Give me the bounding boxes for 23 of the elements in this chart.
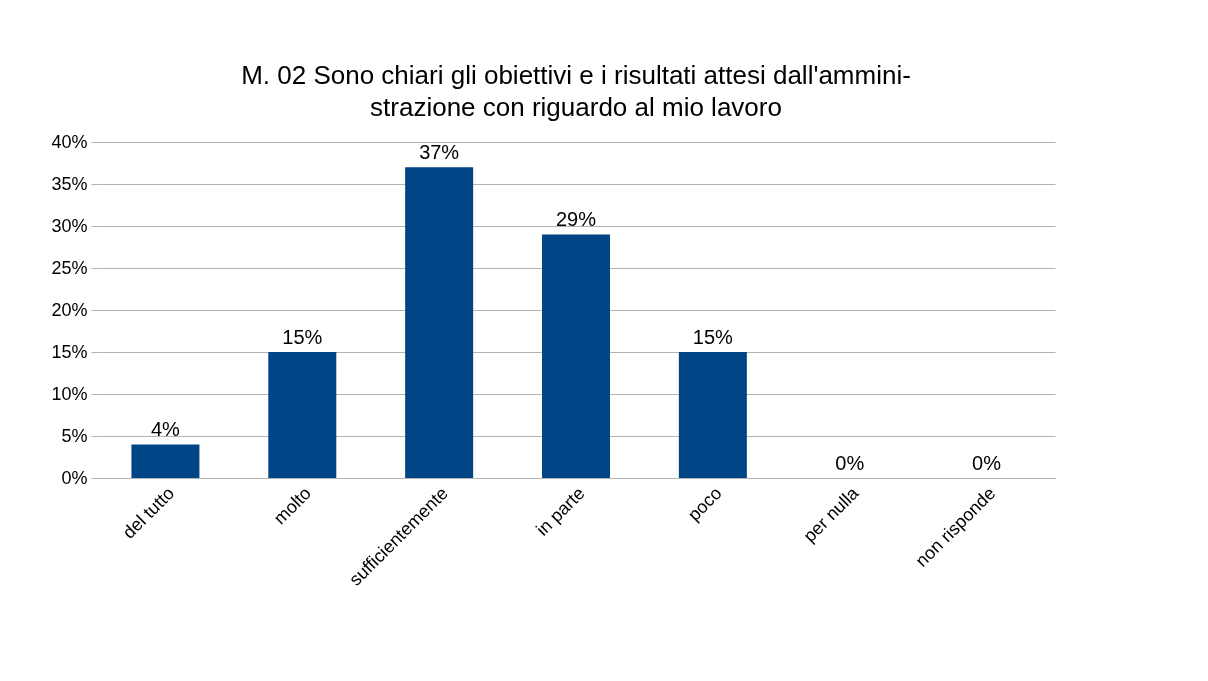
data-label: 0% <box>972 452 1002 474</box>
bar <box>678 352 747 478</box>
x-tick-label: del tutto <box>118 483 179 543</box>
bar <box>405 167 474 478</box>
y-tick-label: 30% <box>51 215 88 236</box>
data-label: 37% <box>419 141 460 164</box>
chart-title: M. 02 Sono chiari gli obiettivi e i risultati attesi dall'ammini- strazione con riguardo al mio lavoro <box>241 60 911 122</box>
y-tick-label: 20% <box>51 299 88 320</box>
bar <box>268 352 337 478</box>
y-tick-label: 0% <box>61 467 88 488</box>
data-label: 15% <box>282 326 323 348</box>
data-label: 15% <box>692 326 734 348</box>
y-tick-label: 10% <box>51 383 88 404</box>
data-label: 0% <box>835 452 865 474</box>
y-tick-label: 25% <box>51 257 88 278</box>
bar <box>131 444 200 478</box>
y-tick-label: 15% <box>51 341 88 362</box>
data-label: 4% <box>150 418 181 441</box>
y-tick-label: 40% <box>51 131 88 152</box>
bar <box>542 234 610 478</box>
y-tick-label: 5% <box>61 425 88 446</box>
data-label: 29% <box>555 208 597 231</box>
y-tick-label: 35% <box>51 173 88 194</box>
